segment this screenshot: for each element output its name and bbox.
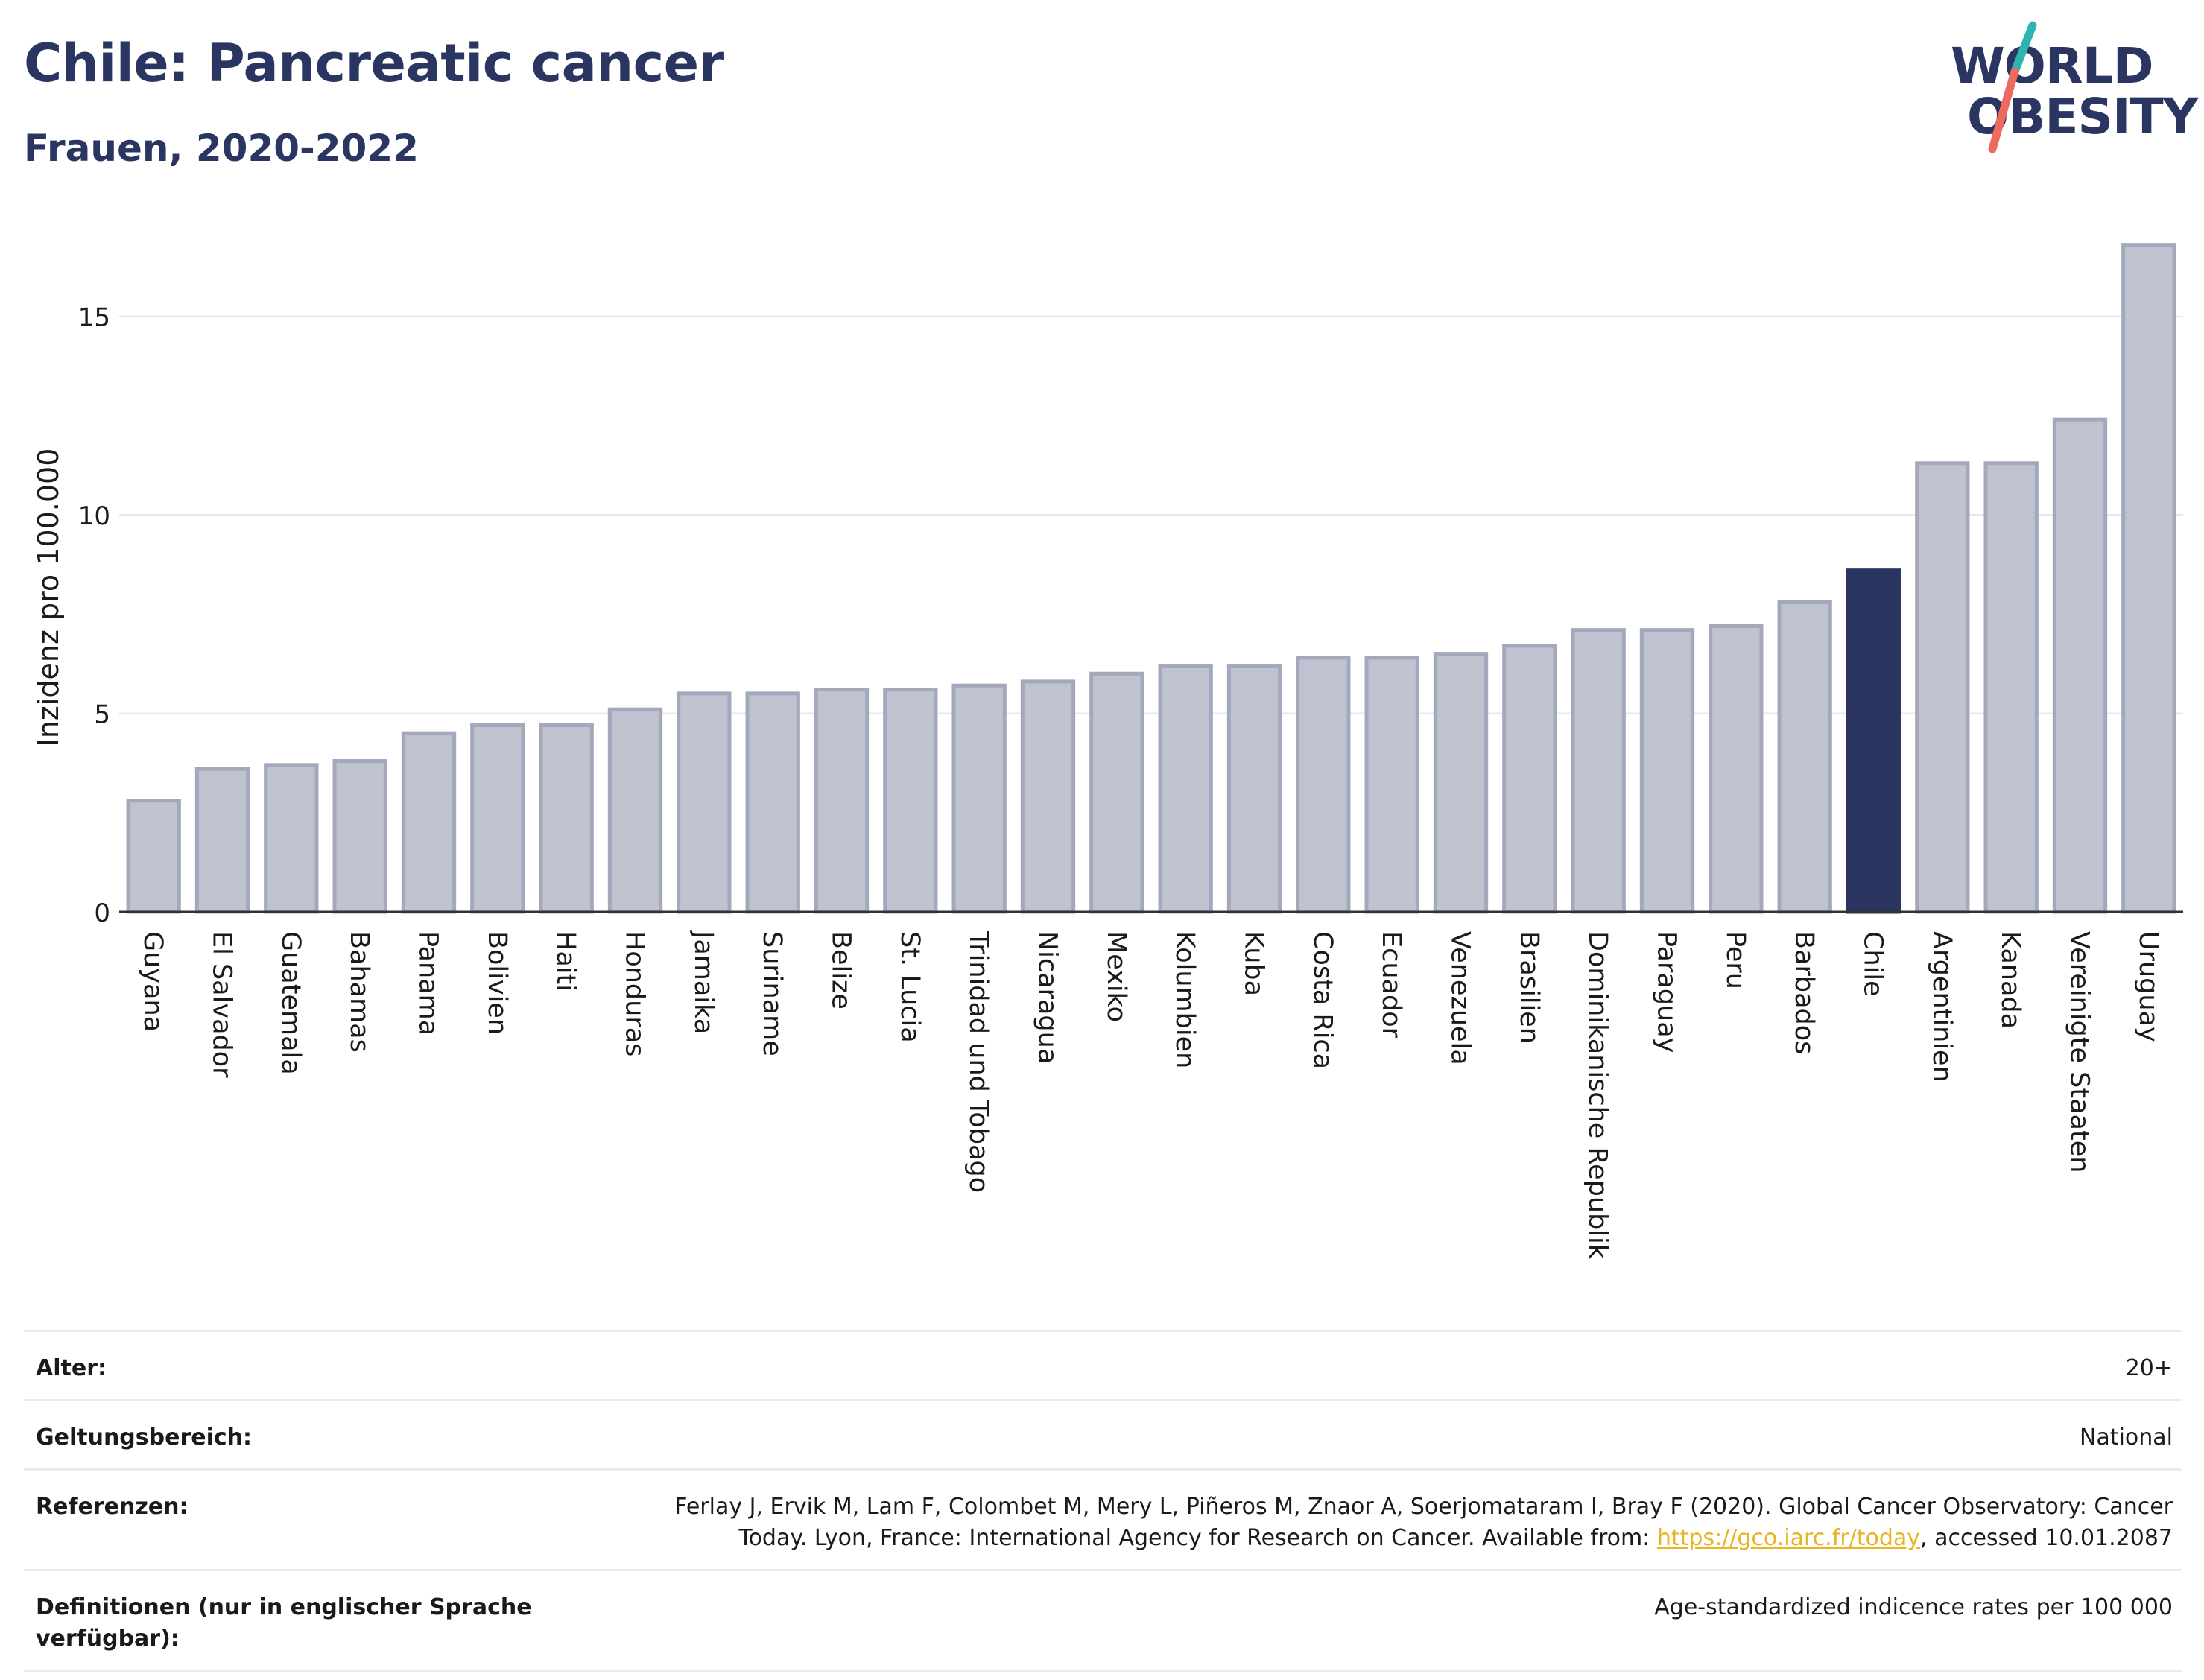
x-tick-label: El Salvador (207, 931, 237, 1078)
bar (264, 763, 319, 914)
bar (1502, 644, 1557, 914)
bar (745, 691, 800, 914)
bar (539, 723, 594, 914)
bar (401, 731, 457, 914)
x-tick-label: Barbados (1789, 931, 1819, 1054)
x-tick-label: Paraguay (1652, 931, 1682, 1053)
x-tick-label: Panama (414, 931, 443, 1036)
y-tick-label: 10 (78, 501, 110, 531)
info-row-age: Alter: 20+ (24, 1330, 2182, 1399)
y-tick-label: 5 (94, 700, 110, 730)
bar (1020, 679, 1076, 914)
x-tick-label: Haiti (551, 931, 580, 992)
bar (1364, 656, 1419, 914)
x-tick-label: Mexiko (1101, 931, 1131, 1022)
info-label: Referenzen: (36, 1494, 189, 1520)
reference-link[interactable]: https://gco.iarc.fr/today (1656, 1525, 1921, 1551)
x-tick-label: Costa Rica (1308, 931, 1337, 1069)
bar (2121, 243, 2176, 914)
x-tick-label: Vereinigte Staaten (2065, 931, 2094, 1173)
x-tick-label: Suriname (757, 931, 787, 1056)
bar-chart: Guyana El Salvador Guatemala Bahamas Panama B… (32, 243, 2183, 1260)
x-tick-label: Peru (1720, 931, 1750, 989)
x-tick-label: Guyana (138, 931, 168, 1032)
bar (1709, 624, 1764, 914)
x-tick-label: Guatemala (276, 931, 305, 1075)
chart-subtitle: Frauen, 2020-2022 (24, 127, 419, 170)
x-tick-label: Brasilien (1514, 931, 1544, 1044)
info-value: Age-standardized indicence rates per 100… (1654, 1594, 2173, 1620)
bar (1296, 656, 1351, 914)
bars (119, 243, 2183, 914)
info-value: Ferlay J, Ervik M, Lam F, Colombet M, Me… (608, 1492, 2173, 1554)
bar (1915, 461, 1970, 914)
logo-slash-icon (1988, 21, 2037, 153)
bar (1639, 628, 1695, 914)
chart-title: Chile: Pancreatic cancer (24, 33, 724, 94)
bar (1158, 664, 1213, 914)
y-tick-label: 15 (78, 303, 110, 333)
bar (814, 688, 870, 914)
x-axis-labels: Guyana El Salvador Guatemala Bahamas Panama B… (138, 930, 2163, 1260)
bar (332, 758, 387, 914)
gridlines (119, 315, 2183, 714)
x-tick-label: Jamaika (688, 930, 718, 1034)
info-label: Alter: (36, 1355, 107, 1381)
x-tick-label: Venezuela (1445, 931, 1475, 1065)
x-tick-label: Chile (1858, 931, 1888, 997)
bar (1433, 652, 1489, 914)
bar (883, 688, 938, 914)
y-axis-ticks: 0 5 10 15 (78, 303, 110, 928)
bar (677, 691, 732, 914)
y-tick-label: 0 (94, 898, 110, 928)
bar (194, 767, 250, 914)
info-row-scope: Geltungsbereich: National (24, 1399, 2182, 1468)
x-tick-label: Argentinien (1927, 931, 1957, 1083)
info-value: National (2079, 1424, 2173, 1451)
bar (470, 723, 525, 914)
x-tick-label: Kanada (1995, 931, 2025, 1029)
info-value: 20+ (2125, 1355, 2173, 1381)
info-row-references: Referenzen: Ferlay J, Ervik M, Lam F, Co… (24, 1468, 2182, 1569)
info-label: Definitionen (nur in englischer Sprache … (36, 1594, 532, 1652)
x-tick-label: Kolumbien (1170, 931, 1200, 1068)
info-label: Geltungsbereich: (36, 1424, 253, 1451)
x-tick-label: Trinidad und Tobago (963, 931, 993, 1193)
x-tick-label: Belize (826, 931, 856, 1009)
bar (607, 707, 663, 914)
bar (951, 683, 1007, 914)
logo-text-world: WORLD (1951, 37, 2154, 95)
x-tick-label: Kuba (1239, 931, 1269, 996)
bar (1777, 600, 1832, 914)
reference-accessed: , accessed 10.01.2087 (1920, 1525, 2173, 1551)
reference-text: Ferlay J, Ervik M, Lam F, Colombet M, Me… (674, 1494, 2173, 1551)
x-tick-label: Dominikanische Republik (1583, 931, 1612, 1260)
bar (1571, 628, 1626, 914)
x-tick-label: Bolivien (482, 931, 512, 1035)
bar (2052, 417, 2108, 914)
bar (1846, 568, 1901, 914)
y-axis-title: Inzidenz pro 100.000 (32, 448, 65, 747)
bar (1226, 664, 1282, 914)
x-tick-label: Honduras (620, 931, 650, 1056)
world-obesity-logo[interactable]: WORLD OBESITY (1937, 21, 2198, 155)
x-tick-label: Bahamas (344, 931, 374, 1053)
bar (1089, 671, 1144, 914)
info-table: Alter: 20+ Geltungsbereich: National Ref… (24, 1330, 2182, 1672)
info-row-definitions: Definitionen (nur in englischer Sprache … (24, 1569, 2182, 1672)
x-tick-label: Ecuador (1376, 931, 1406, 1039)
x-tick-label: Uruguay (2133, 931, 2163, 1042)
x-tick-label: St. Lucia (895, 931, 925, 1043)
bar (126, 799, 181, 914)
bar (1983, 461, 2039, 914)
x-tick-label: Nicaragua (1033, 931, 1063, 1064)
